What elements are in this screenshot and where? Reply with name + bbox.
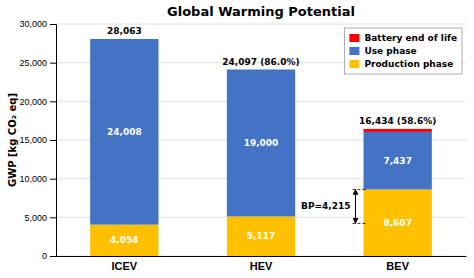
data-label: 8,607	[383, 218, 411, 228]
chart: 0 5,000 10,000 15,000 20,000 25,000 30,000 ICEV…	[0, 0, 474, 278]
series	[364, 129, 432, 132]
tick-label: BEV	[386, 260, 409, 272]
tick-mark	[50, 217, 56, 218]
tick-label: HEV	[250, 260, 273, 272]
tick-mark	[50, 256, 56, 257]
bar	[90, 38, 158, 39]
data-label: 7,437	[383, 156, 411, 166]
annotation-arrow	[355, 189, 356, 223]
tick: 10,000	[19, 174, 56, 184]
data-label: 4,054	[110, 235, 138, 245]
tick: 0	[42, 251, 56, 261]
data-label: 19,000	[244, 138, 279, 148]
tick: 20,000	[19, 97, 56, 107]
legend: Battery end of life Use phase Production p…	[344, 28, 462, 74]
bar	[227, 69, 295, 216]
tick-mark	[50, 179, 56, 180]
tick-label: 30,000	[19, 19, 47, 29]
tick-label: 5,000	[24, 213, 47, 223]
tick-label: 25,000	[19, 58, 47, 68]
tick: 5,000	[24, 213, 56, 223]
bar	[364, 132, 432, 190]
tick-mark	[50, 63, 56, 64]
tick: 15,000	[19, 135, 56, 145]
legend-swatch	[349, 47, 359, 55]
tick-mark	[50, 24, 56, 25]
y-axis-title: GWP [kg CO₂ eq]	[7, 93, 18, 187]
bar	[227, 216, 295, 256]
bar	[227, 69, 295, 70]
tick: HEV	[250, 256, 273, 272]
data-label: 5,117	[247, 231, 275, 241]
tick-mark	[50, 101, 56, 102]
legend-box	[344, 28, 462, 74]
tick-mark	[50, 140, 56, 141]
tick-label: 10,000	[19, 174, 47, 184]
total-label: 28,063	[107, 26, 142, 36]
title: Global Warming Potential	[167, 4, 355, 19]
tick-label: 15,000	[19, 135, 47, 145]
tick-label: 20,000	[19, 97, 47, 107]
bar	[364, 189, 432, 256]
bar	[90, 39, 158, 225]
legend-swatch	[349, 60, 359, 68]
annotation-guide	[353, 189, 366, 190]
grid	[56, 24, 466, 256]
y-axis: 0 5,000 10,000 15,000 20,000 25,000 30,000	[19, 19, 56, 261]
tick-label: 0	[42, 251, 47, 261]
legend-swatch	[349, 34, 359, 42]
tick: ICEV	[111, 256, 137, 272]
tick: 25,000	[19, 58, 56, 68]
tick: BEV	[386, 256, 409, 272]
plot: 0 5,000 10,000 15,000 20,000 25,000 30,000 ICEV…	[19, 19, 466, 271]
tick-label: ICEV	[111, 260, 137, 272]
legend-entry: Use phase	[364, 46, 416, 56]
bar	[90, 225, 158, 256]
data-label: 24,008	[107, 127, 142, 137]
bar	[364, 129, 432, 132]
x-axis: ICEV HEV BEV	[57, 256, 467, 272]
annotation: BP=4,215	[301, 189, 365, 223]
annotation-label: BP=4,215	[301, 201, 350, 211]
legend-entry: Battery end of life	[364, 33, 457, 43]
axis-line	[50, 25, 57, 257]
total-label: 24,097 (86.0%)	[222, 57, 299, 67]
total-label: 16,434 (58.6%)	[359, 116, 436, 126]
axis-line	[57, 256, 467, 257]
legend-entry: Production phase	[364, 59, 453, 69]
grid-line	[56, 24, 466, 25]
tick: 30,000	[19, 19, 56, 29]
annotation-guide	[353, 223, 366, 224]
